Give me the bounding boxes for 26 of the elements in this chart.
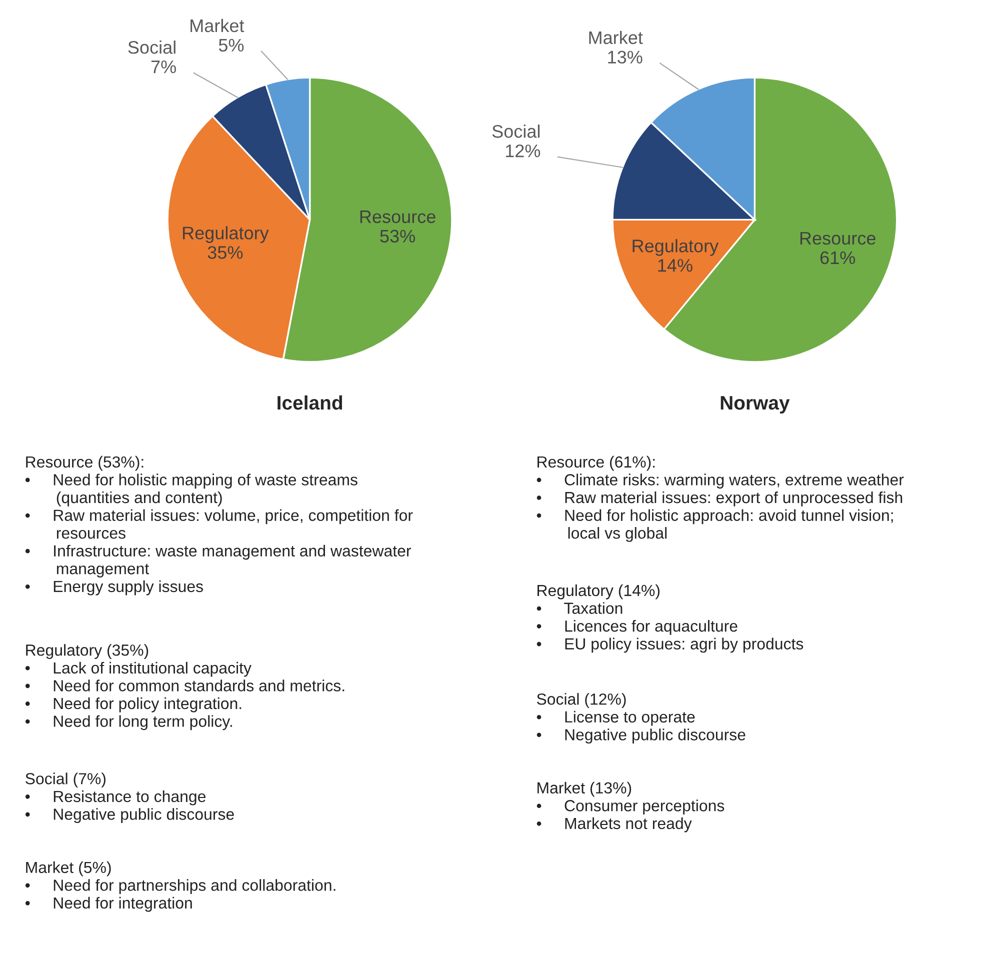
text: Regulatory (35%) • Lack of institutional capacity • Need for common standards and metrics. • Need for policy integration. • Need for long term policy.: [25, 644, 344, 730]
text: Resource (61%): • Climate risks: warming waters, extreme weather • Raw material issues: export of unprocessed fish • Need for holistic approach: avoid tunnel vision; local vs global: [536, 456, 904, 542]
data-label: 5%: [218, 38, 244, 52]
slice-label: Regulatory: [632, 239, 719, 256]
data-label: 12%: [506, 144, 540, 158]
data-label: 14%: [658, 259, 692, 272]
text: Market (13%) • Consumer perceptions • Markets not ready: [536, 782, 724, 832]
text: Social (12%) • License to operate • Negative public discourse: [536, 693, 746, 744]
slice-label: Regulatory: [183, 226, 269, 243]
data-label: 7%: [151, 60, 176, 74]
data-label: 61%: [820, 251, 856, 264]
text: Iceland: [278, 395, 342, 410]
data-label: 35%: [208, 246, 243, 259]
slice-label: Social: [128, 40, 176, 54]
slice-label: Social: [492, 124, 540, 138]
text: Resource (53%): • Need for holistic mapping of waste streams (quantities and content) • Raw material issues: volume, price, competition for resources • Infrastructure: waste management and wastewater management • Energy supply issues: [25, 456, 413, 596]
slice-label: Market: [190, 18, 244, 32]
text: Social (7%) • Resistance to change • Negative public discourse: [25, 772, 234, 824]
slice-label: Resource: [800, 232, 876, 245]
text: Regulatory (14%) • Taxation • Licences for aquaculture • EU policy issues: agri by products: [536, 584, 804, 653]
data-label: 53%: [380, 230, 415, 243]
data-label: 13%: [608, 50, 642, 64]
slice-label: Market: [589, 30, 643, 44]
text: Norway: [720, 396, 790, 414]
text: Market (5%) • Need for partnerships and collaboration. • Need for integration: [25, 861, 336, 912]
slice-label: Resource: [360, 210, 436, 224]
